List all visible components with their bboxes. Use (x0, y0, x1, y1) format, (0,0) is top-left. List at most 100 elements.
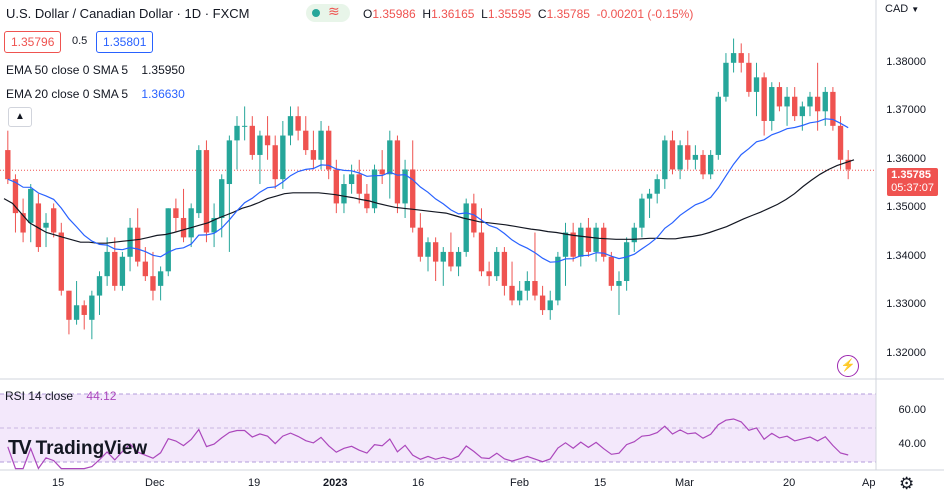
candle-body (219, 179, 225, 218)
candle-body (608, 256, 615, 286)
rsi-legend[interactable]: RSI 14 close 44.12 (5, 389, 116, 403)
candle-body (578, 227, 584, 257)
buy-price-button[interactable]: 1.35801 (96, 31, 154, 53)
candle-body (585, 227, 592, 252)
candle-body (623, 242, 630, 282)
ema50-value: 1.35950 (141, 63, 185, 77)
candle-body (532, 281, 538, 296)
candle-body (5, 150, 11, 180)
candle-body (792, 96, 798, 117)
market-status-icon (312, 9, 320, 17)
ema20-legend[interactable]: EMA 20 close 0 SMA 5 1.36630 (6, 87, 185, 101)
candle-body (707, 154, 714, 175)
candle-body (104, 251, 110, 277)
candle-body (593, 227, 599, 252)
sell-price-button[interactable]: 1.35796 (4, 31, 62, 53)
candle-body (12, 179, 19, 214)
candle-body (448, 251, 454, 267)
candle-body (73, 305, 80, 320)
candle-body (730, 53, 737, 63)
candle-body (700, 154, 706, 175)
brand-name: TradingView (35, 437, 148, 459)
ohlc-l-label: L (481, 7, 488, 21)
candle-body (753, 77, 760, 92)
candle-body (471, 203, 477, 233)
candle-body (310, 150, 317, 160)
ohlc-o-label: O (363, 7, 373, 21)
candle-body (486, 271, 492, 277)
symbol-title[interactable]: U.S. Dollar / Canadian Dollar · 1D · FXC… (6, 6, 250, 21)
chevron-down-icon: ▼ (911, 5, 920, 14)
candle-body (601, 227, 607, 257)
candle-body (425, 242, 431, 257)
ema50-line (3, 159, 855, 244)
candle-body (769, 87, 775, 121)
gear-icon[interactable]: ⚙ (899, 474, 915, 493)
candle-body (494, 251, 500, 277)
candle-body (112, 251, 118, 286)
candle-body (157, 271, 164, 286)
ema50-label: EMA 50 close 0 SMA 5 (6, 63, 129, 77)
candle-body (173, 208, 179, 218)
price-tick: 1.33000 (886, 298, 926, 311)
candle-body (784, 96, 790, 107)
candle-body (776, 87, 783, 107)
ohlc-h-label: H (422, 7, 432, 21)
candle-body (264, 135, 271, 146)
candle-body (188, 208, 194, 238)
candle-body (35, 203, 42, 248)
tradingview-logo[interactable]: TV TradingView (8, 437, 147, 460)
candle-body (341, 184, 347, 204)
currency-selector[interactable]: CAD ▼ (885, 3, 919, 15)
candle-body (303, 130, 309, 151)
bar-countdown: 05:37:07 (891, 182, 934, 194)
candle-body (455, 251, 462, 267)
candle-body (646, 193, 653, 199)
price-tick: 1.36000 (886, 152, 926, 165)
candle-body (562, 232, 569, 257)
candle-body (417, 227, 424, 257)
rsi-tick-60: 60.00 (898, 404, 926, 416)
candle-body (180, 217, 187, 238)
time-tick: 15 (594, 477, 607, 489)
ema50-legend[interactable]: EMA 50 close 0 SMA 5 1.35950 (6, 63, 185, 77)
price-tick: 1.35000 (886, 201, 926, 214)
candle-body (845, 159, 851, 170)
candle-body (807, 96, 813, 107)
market-status-toggle[interactable]: ≋ (306, 3, 350, 22)
candle-body (440, 251, 446, 262)
candle-body (662, 140, 668, 180)
time-tick: Ap (862, 477, 876, 489)
candle-body (387, 140, 393, 175)
ohlc-readout: O1.35986 H1.36165 L1.35595 C1.35785 -0.0… (363, 7, 693, 21)
candle-body (685, 145, 691, 160)
candle-body (81, 305, 87, 315)
candle-body (241, 125, 248, 127)
collapse-legend-button[interactable]: ▲ (8, 107, 32, 127)
candle-body (295, 116, 301, 131)
candle-body (822, 91, 828, 112)
spread-value: 0.5 (72, 35, 88, 47)
candle-body (66, 290, 72, 320)
candle-body (150, 276, 156, 291)
candle-body (333, 169, 339, 204)
candle-body (555, 256, 561, 301)
candle-body (371, 169, 378, 209)
rsi-value: 44.12 (86, 389, 117, 403)
candle-body (127, 227, 133, 257)
candle-body (249, 125, 255, 155)
tv-logo-icon: TV (8, 437, 32, 459)
ohlc-change-value: -0.00201 (-0.15%) (596, 7, 694, 21)
ema20-label: EMA 20 close 0 SMA 5 (6, 87, 129, 101)
candle-body (287, 116, 294, 136)
candle-body (89, 295, 95, 320)
price-tick: 1.37000 (886, 104, 926, 117)
candle-body (501, 251, 508, 286)
candle-body (539, 295, 546, 311)
candle-body (135, 227, 141, 262)
candle-body (669, 140, 676, 170)
ohlc-c-label: C (537, 7, 547, 21)
lightning-icon[interactable]: ⚡ (837, 355, 859, 377)
time-tick: Feb (510, 477, 529, 489)
